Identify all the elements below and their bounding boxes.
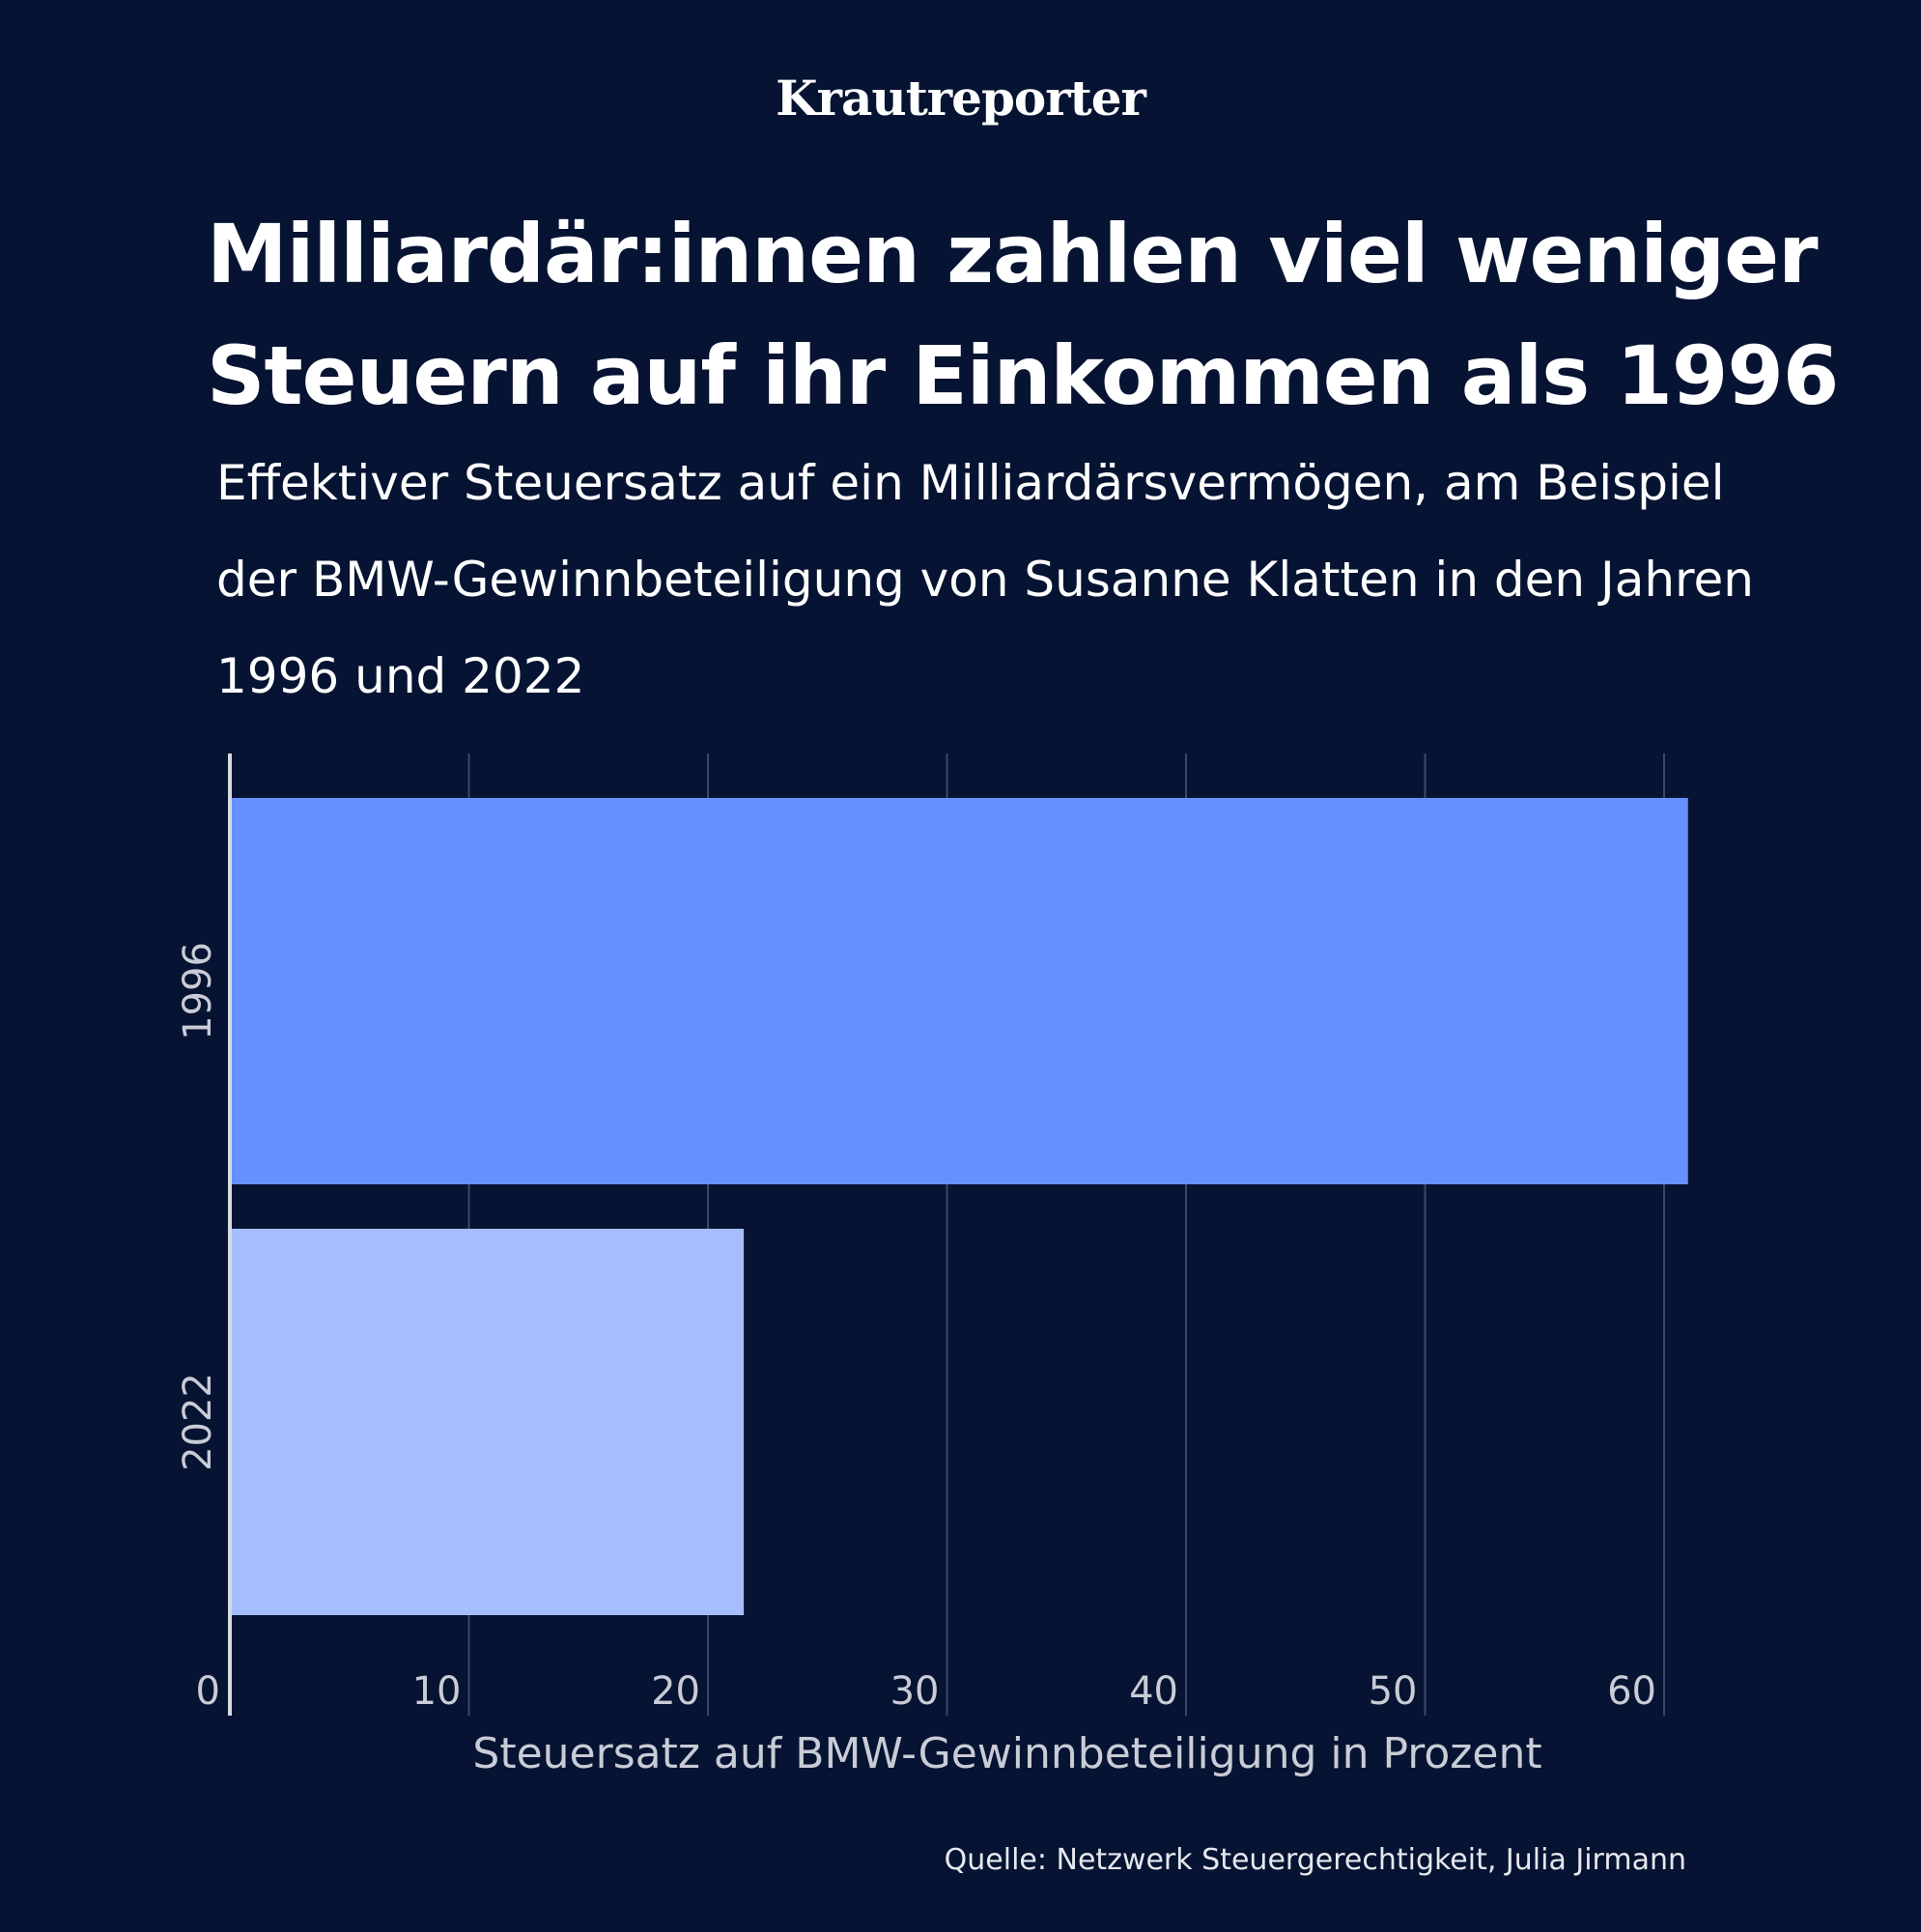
y-tick-label-2022: 2022 [176, 1373, 220, 1471]
x-tick-labels: 0 10 20 30 40 50 60 [196, 1669, 1656, 1714]
bar-2022 [230, 1229, 745, 1615]
x-tick-label-10: 10 [412, 1669, 462, 1714]
bar-1996 [230, 798, 1688, 1184]
x-tick-label-20: 20 [651, 1669, 700, 1714]
bar-chart: 0 10 20 30 40 50 60 1996 2022 Steuersatz auf BM… [176, 753, 1688, 1778]
x-tick-label-30: 30 [890, 1669, 940, 1714]
brand-logo: Krautreporter [776, 70, 1146, 127]
x-tick-label-40: 40 [1129, 1669, 1178, 1714]
x-tick-label-60: 60 [1607, 1669, 1656, 1714]
chart-subtitle: Effektiver Steuersatz auf ein Milliardär… [216, 455, 1754, 704]
x-tick-label-50: 50 [1369, 1669, 1418, 1714]
x-tick-label-0: 0 [196, 1669, 220, 1714]
source-note: Quelle: Netzwerk Steuergerechtigkeit, Ju… [944, 1843, 1686, 1877]
bars [230, 798, 1688, 1615]
y-tick-label-1996: 1996 [176, 942, 220, 1040]
y-tick-labels: 1996 2022 [176, 942, 220, 1471]
x-axis-title: Steuersatz auf BMW-Gewinnbeteiligung in … [472, 1729, 1541, 1778]
chart-title: Milliardär:innen zahlen viel weniger Ste… [207, 207, 1839, 423]
